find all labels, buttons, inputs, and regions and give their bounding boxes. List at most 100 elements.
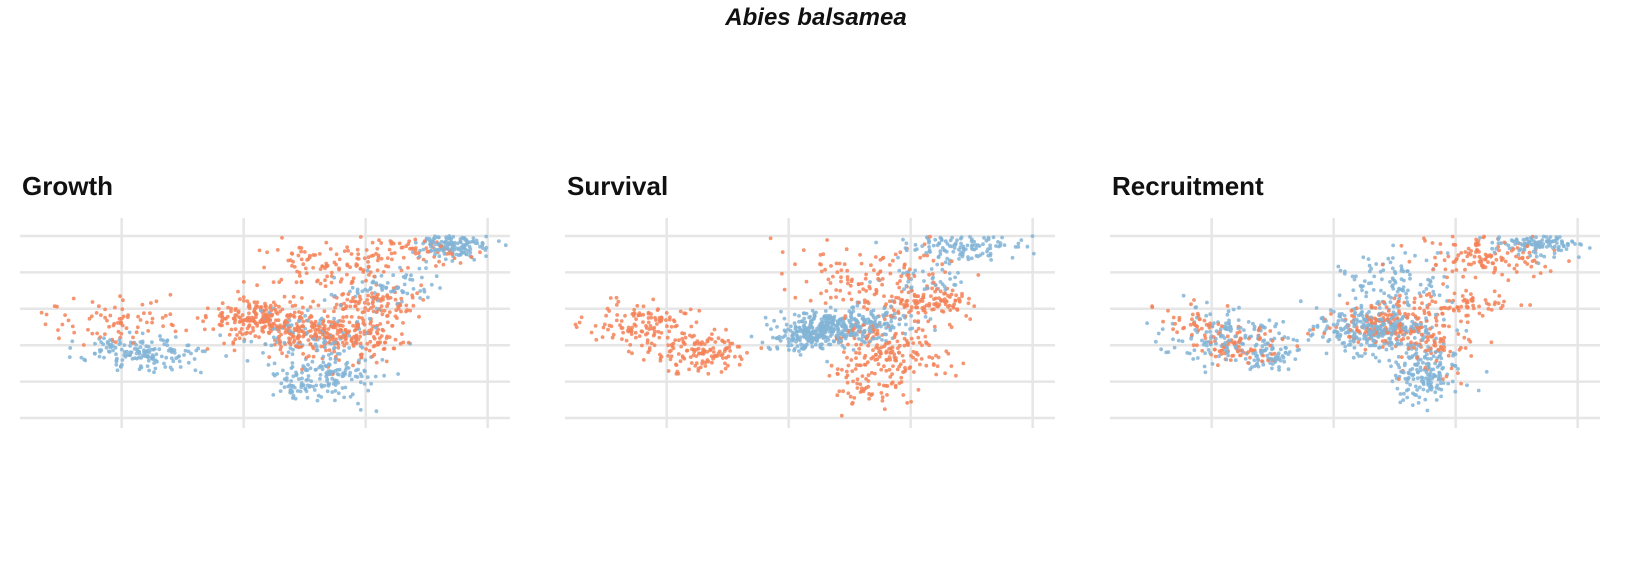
point-blue	[850, 305, 854, 310]
point-orange	[370, 240, 375, 245]
point-orange	[867, 392, 871, 396]
point-orange	[705, 358, 710, 362]
point-orange	[379, 256, 384, 261]
point-blue	[903, 331, 908, 336]
point-blue	[1324, 351, 1329, 356]
point-orange	[893, 383, 898, 388]
point-orange	[400, 332, 404, 336]
point-blue	[1372, 274, 1377, 279]
point-orange	[1492, 270, 1496, 275]
point-blue	[947, 261, 952, 266]
point-blue	[1159, 347, 1163, 352]
point-orange	[1373, 306, 1378, 310]
point-blue	[135, 347, 140, 351]
point-blue	[193, 368, 198, 373]
point-orange	[148, 311, 152, 315]
point-orange	[136, 314, 140, 319]
point-orange	[955, 308, 960, 312]
point-orange	[976, 273, 981, 277]
point-orange	[1161, 319, 1165, 324]
point-orange	[943, 270, 947, 274]
point-blue	[1387, 358, 1392, 363]
point-orange	[1399, 355, 1404, 359]
point-blue	[1424, 370, 1429, 375]
point-orange	[828, 281, 833, 285]
point-blue	[1476, 388, 1481, 393]
point-orange	[856, 282, 861, 287]
point-orange	[737, 362, 742, 367]
point-orange	[135, 325, 140, 330]
point-orange	[424, 246, 429, 250]
point-orange	[126, 313, 130, 317]
point-blue	[312, 388, 317, 392]
point-orange	[90, 300, 95, 304]
point-orange	[363, 306, 367, 310]
point-orange	[138, 318, 143, 322]
point-orange	[821, 252, 826, 257]
point-blue	[1410, 367, 1415, 371]
point-orange	[854, 350, 858, 355]
point-blue	[940, 246, 945, 250]
point-orange	[819, 269, 824, 274]
point-orange	[1503, 259, 1508, 264]
point-orange	[866, 343, 870, 348]
point-orange	[140, 302, 145, 307]
point-orange	[1398, 293, 1402, 298]
point-orange	[413, 246, 418, 250]
point-blue	[1446, 381, 1451, 386]
point-orange	[370, 354, 375, 359]
point-blue	[827, 330, 832, 334]
point-orange	[876, 272, 880, 276]
point-orange	[1468, 339, 1473, 344]
point-blue	[68, 346, 73, 350]
point-blue	[1409, 355, 1414, 360]
point-blue	[1233, 358, 1238, 363]
point-orange	[892, 300, 897, 305]
point-blue	[1416, 370, 1420, 374]
point-orange	[320, 332, 325, 337]
point-orange	[274, 318, 278, 323]
point-blue	[271, 393, 276, 397]
point-orange	[867, 396, 871, 401]
point-orange	[1260, 359, 1264, 363]
point-orange	[689, 361, 694, 365]
point-orange	[845, 355, 849, 360]
point-blue	[1402, 391, 1406, 396]
point-orange	[1450, 269, 1455, 274]
point-blue	[1434, 336, 1438, 341]
point-orange	[1477, 255, 1482, 259]
point-orange	[877, 382, 882, 387]
point-orange	[1441, 339, 1446, 344]
point-blue	[842, 326, 847, 331]
point-orange	[1456, 332, 1461, 336]
point-blue	[172, 351, 177, 355]
point-orange	[873, 255, 878, 259]
point-orange	[648, 324, 653, 328]
point-orange	[1429, 294, 1433, 299]
point-orange	[299, 249, 303, 254]
point-orange	[917, 340, 922, 345]
point-blue	[1396, 354, 1401, 359]
point-orange	[1445, 275, 1449, 280]
point-orange	[652, 329, 657, 334]
point-blue	[1542, 254, 1547, 259]
point-blue	[808, 321, 813, 326]
point-orange	[680, 336, 685, 341]
point-orange	[882, 344, 887, 349]
point-blue	[409, 273, 413, 278]
point-blue	[1429, 357, 1433, 361]
point-orange	[421, 298, 426, 302]
point-orange	[949, 292, 954, 297]
point-blue	[362, 382, 367, 386]
point-blue	[196, 346, 201, 351]
point-blue	[1367, 263, 1372, 268]
point-blue	[802, 316, 807, 321]
point-blue	[862, 330, 866, 335]
point-orange	[677, 338, 681, 343]
point-orange	[1412, 296, 1417, 301]
point-blue	[1415, 388, 1420, 392]
point-orange	[377, 336, 382, 340]
point-blue	[1208, 336, 1213, 341]
point-blue	[986, 247, 990, 251]
point-orange	[1502, 240, 1507, 245]
